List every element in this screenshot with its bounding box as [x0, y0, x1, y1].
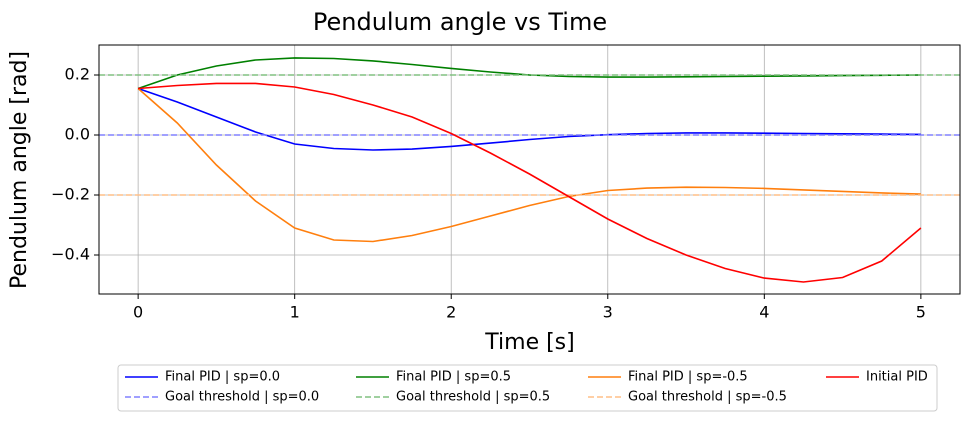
x-tick-label: 3 — [603, 303, 613, 322]
chart-title: Pendulum angle vs Time — [313, 8, 607, 36]
legend-label: Goal threshold | sp=-0.5 — [628, 390, 787, 405]
legend-label: Final PID | sp=0.0 — [165, 370, 280, 385]
series-line — [137, 57, 921, 90]
x-tick-label: 5 — [916, 303, 926, 322]
legend-box — [117, 364, 938, 412]
x-tick-label: 2 — [446, 303, 456, 322]
y-tick-label: −0.2 — [51, 185, 90, 204]
legend-label: Initial PID — [866, 370, 928, 385]
series-line — [138, 82, 922, 283]
legend-label: Goal threshold | sp=0.0 — [165, 390, 319, 405]
x-tick-label: 1 — [290, 303, 300, 322]
y-tick-label: −0.4 — [51, 245, 90, 264]
y-tick-label: 0.0 — [65, 125, 90, 144]
legend-label: Goal threshold | sp=0.5 — [396, 390, 550, 405]
legend-label: Final PID | sp=0.5 — [396, 370, 511, 385]
series-line — [137, 87, 921, 151]
plot-frame — [98, 44, 961, 295]
legend-label: Final PID | sp=-0.5 — [628, 370, 748, 385]
y-tick-label: 0.2 — [65, 65, 90, 84]
series-line — [137, 87, 921, 243]
x-tick-label: 4 — [759, 303, 769, 322]
y-axis-label: Pendulum angle [rad] — [7, 51, 32, 289]
x-tick-label: 0 — [133, 303, 143, 322]
x-axis-label: Time [s] — [484, 330, 574, 355]
